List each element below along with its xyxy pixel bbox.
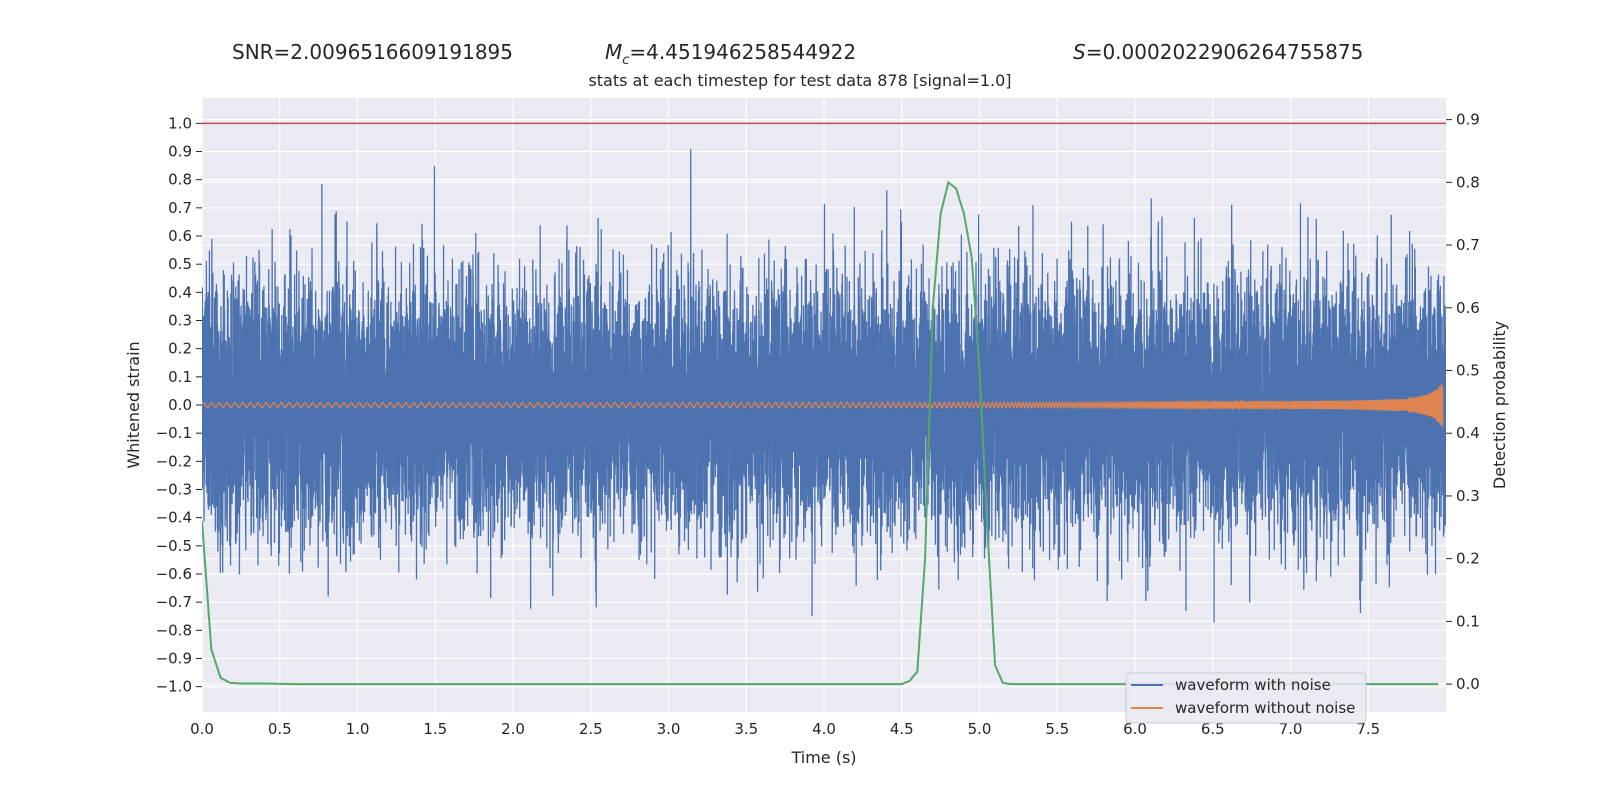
y-tick-label: 0.7 xyxy=(168,199,192,217)
y-axis-ticks: 1.0 0.9 0.8 0.7 0.6 0.5 0.4 0.3 0.2 0.1 0.0 −0.1 −0.… xyxy=(156,114,202,696)
y-tick-label: −0.1 xyxy=(156,424,192,442)
y-tick-label: 0.4 xyxy=(168,283,192,301)
y2-axis-label: Detection probability xyxy=(1490,321,1509,489)
y2-tick-label: 0.1 xyxy=(1456,612,1480,630)
x-tick-label: 5.5 xyxy=(1045,720,1069,738)
x-tick-label: 2.0 xyxy=(501,720,525,738)
x-tick-label: 3.5 xyxy=(734,720,758,738)
y-tick-label: −0.2 xyxy=(156,452,192,470)
series-line-without-noise xyxy=(202,383,1444,427)
y-tick-label: −0.4 xyxy=(156,509,192,527)
s-stat-label: S=0.0002022906264755875 xyxy=(1073,40,1363,64)
series-line-detection-probability xyxy=(202,180,1439,686)
y2-tick-label: 0.2 xyxy=(1456,550,1480,568)
x-tick-label: 3.0 xyxy=(657,720,681,738)
x-tick-label: 0.5 xyxy=(268,720,292,738)
x-tick-label: 1.0 xyxy=(346,720,370,738)
y-tick-label: 1.0 xyxy=(168,114,192,132)
y-tick-label: −0.7 xyxy=(156,593,192,611)
y-tick-label: −0.9 xyxy=(156,649,192,667)
x-tick-label: 0.0 xyxy=(190,720,214,738)
y-tick-label: 0.9 xyxy=(168,143,192,161)
chirp-mass-symbol: Mc xyxy=(605,40,630,68)
s-stat-value: =0.0002022906264755875 xyxy=(1085,40,1364,64)
series-layer xyxy=(202,122,1446,686)
x-tick-label: 6.0 xyxy=(1123,720,1147,738)
y-axis-label: Whitened strain xyxy=(124,341,143,468)
y-tick-label: 0.5 xyxy=(168,255,192,273)
y-tick-label: 0.2 xyxy=(168,340,192,358)
y-tick-label: 0.6 xyxy=(168,227,192,245)
x-tick-label: 7.0 xyxy=(1279,720,1303,738)
y-tick-label: 0.1 xyxy=(168,368,192,386)
x-tick-label: 1.5 xyxy=(423,720,447,738)
x-tick-label: 2.5 xyxy=(579,720,603,738)
y2-tick-label: 0.5 xyxy=(1456,362,1480,380)
x-tick-label: 6.5 xyxy=(1201,720,1225,738)
chart-subtitle: stats at each timestep for test data 878… xyxy=(588,71,1012,90)
y-tick-label: −0.6 xyxy=(156,565,192,583)
legend-box xyxy=(1125,672,1367,724)
chirp-mass-label: Mc=4.451946258544922 xyxy=(605,40,856,68)
y-tick-label: 0.0 xyxy=(168,396,192,414)
series-line-with-noise xyxy=(202,148,1446,623)
y-tick-label: 0.8 xyxy=(168,171,192,189)
y2-tick-label: 0.3 xyxy=(1456,487,1480,505)
y2-axis-ticks: 0.9 0.8 0.7 0.6 0.5 0.4 0.3 0.2 0.1 0.0 xyxy=(1446,111,1480,693)
legend: waveform with noise waveform without noi… xyxy=(1125,672,1367,724)
s-stat-symbol: S xyxy=(1073,40,1086,64)
x-tick-label: 7.5 xyxy=(1356,720,1380,738)
x-tick-label: 4.0 xyxy=(812,720,836,738)
y2-tick-label: 0.6 xyxy=(1456,299,1480,317)
y2-tick-label: 0.8 xyxy=(1456,173,1480,191)
y2-tick-label: 0.7 xyxy=(1456,236,1480,254)
y2-tick-label: 0.9 xyxy=(1456,111,1480,129)
legend-label-noise: waveform with noise xyxy=(1175,676,1331,694)
snr-label: SNR=2.0096516609191895 xyxy=(232,40,513,64)
y2-tick-label: 0.4 xyxy=(1456,424,1480,442)
y2-tick-label: 0.0 xyxy=(1456,675,1480,693)
x-axis-label: Time (s) xyxy=(790,748,856,767)
y-tick-label: −0.3 xyxy=(156,480,192,498)
x-axis-ticks: 0.0 0.5 1.0 1.5 2.0 2.5 3.0 3.5 4.0 4.5 5.0 5.5 6.0 6… xyxy=(190,720,1380,738)
y-tick-label: −0.8 xyxy=(156,621,192,639)
y-tick-label: −0.5 xyxy=(156,537,192,555)
y-tick-label: −1.0 xyxy=(156,678,192,696)
y-tick-label: 0.3 xyxy=(168,312,192,330)
legend-label-signal: waveform without noise xyxy=(1175,699,1355,717)
x-tick-label: 4.5 xyxy=(890,720,914,738)
chirp-mass-value: =4.451946258544922 xyxy=(629,40,857,64)
x-tick-label: 5.0 xyxy=(968,720,992,738)
